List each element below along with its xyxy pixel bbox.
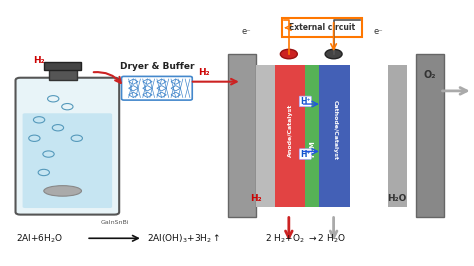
Text: PEM: PEM: [310, 140, 315, 157]
Text: H₂O: H₂O: [388, 194, 407, 203]
FancyBboxPatch shape: [16, 78, 119, 215]
Text: 2Al+6H$_2$O: 2Al+6H$_2$O: [16, 232, 63, 244]
FancyBboxPatch shape: [256, 65, 275, 207]
Text: Cathode/Catalyst: Cathode/Catalyst: [333, 100, 337, 160]
Text: e⁻: e⁻: [242, 27, 251, 36]
Text: H⁺: H⁺: [300, 97, 310, 106]
Text: Anode/Catalyst: Anode/Catalyst: [288, 104, 293, 157]
Text: 2Al(OH)$_3$+3H$_2$$\uparrow$: 2Al(OH)$_3$+3H$_2$$\uparrow$: [147, 232, 220, 244]
FancyBboxPatch shape: [48, 65, 77, 80]
Text: e⁻: e⁻: [374, 27, 383, 36]
FancyBboxPatch shape: [388, 65, 407, 207]
FancyBboxPatch shape: [23, 113, 112, 208]
FancyBboxPatch shape: [275, 65, 305, 207]
FancyBboxPatch shape: [44, 62, 82, 70]
FancyBboxPatch shape: [121, 76, 192, 100]
Text: H₂: H₂: [250, 194, 262, 203]
FancyBboxPatch shape: [282, 19, 362, 37]
FancyBboxPatch shape: [319, 65, 350, 207]
FancyBboxPatch shape: [228, 54, 256, 217]
Circle shape: [280, 49, 297, 59]
Text: H₂: H₂: [198, 68, 210, 77]
Text: H₂: H₂: [33, 56, 45, 65]
Ellipse shape: [44, 186, 82, 196]
Text: External circuit: External circuit: [289, 23, 355, 32]
Text: H⁺: H⁺: [300, 149, 310, 159]
FancyBboxPatch shape: [416, 54, 444, 217]
Circle shape: [325, 49, 342, 59]
FancyBboxPatch shape: [305, 65, 319, 207]
Text: 2 H$_2$+O$_2$ $\rightarrow$2 H$_2$O: 2 H$_2$+O$_2$ $\rightarrow$2 H$_2$O: [265, 232, 346, 244]
Text: Dryer & Buffer: Dryer & Buffer: [119, 62, 194, 71]
Text: O₂: O₂: [424, 70, 437, 80]
Text: GaInSnBi: GaInSnBi: [100, 220, 129, 225]
